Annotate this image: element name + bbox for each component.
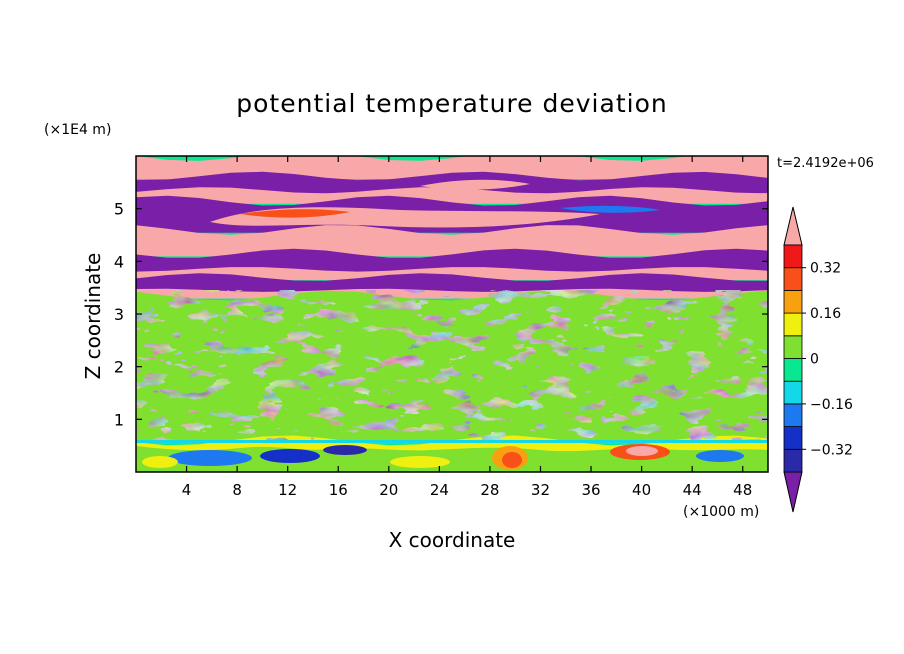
- y-tick-label: 1: [114, 410, 124, 429]
- x-tick-label: 44: [683, 481, 702, 499]
- colorbar-label: 0.16: [810, 306, 841, 322]
- layer-band: [136, 248, 768, 273]
- x-tick-label: 12: [278, 481, 297, 499]
- time-label: t=2.4192e+06: [777, 156, 874, 171]
- x-tick-label: 24: [430, 481, 449, 499]
- upper-layer-lenses: [210, 158, 768, 228]
- x-tick-label: 36: [581, 481, 600, 499]
- layer-band: [136, 225, 768, 257]
- chart-title: potential temperature deviation: [236, 89, 667, 118]
- colorbar: 0.32 0.16 0 −0.16 −0.32: [783, 206, 853, 513]
- colorbar-swatch: [783, 426, 803, 450]
- colorbar-swatch: [783, 358, 803, 382]
- colorbar-label: −0.32: [810, 442, 853, 458]
- x-tick-label: 8: [232, 481, 242, 499]
- x-tick-label: 48: [733, 481, 752, 499]
- y-tick-label: 5: [114, 200, 124, 219]
- colorbar-swatch: [783, 335, 803, 359]
- x-unit-label: (×1000 m): [683, 504, 759, 520]
- layer-band: [136, 187, 768, 204]
- layer-band: [136, 156, 768, 180]
- colorbar-swatch: [783, 403, 803, 427]
- x-tick-label: 20: [379, 481, 398, 499]
- mid-layer-blotches: [136, 290, 768, 440]
- colorbar-swatch: [783, 289, 803, 314]
- colorbar-swatch: [783, 312, 803, 337]
- colorbar-swatch: [783, 380, 803, 405]
- y-tick-label: 4: [114, 252, 124, 271]
- colorbar-label: −0.16: [810, 397, 853, 413]
- x-tick-label: 32: [531, 481, 550, 499]
- y-tick-label: 3: [114, 305, 124, 324]
- y-axis-label: Z coordinate: [81, 253, 105, 380]
- colorbar-upper-extend: [783, 206, 803, 246]
- boundary-layer-features: [136, 444, 768, 472]
- x-axis-ticks: 4 8 12 16 20 24 28 32 36 40 44 48: [182, 156, 752, 499]
- x-tick-label: 16: [329, 481, 348, 499]
- colorbar-label: 0: [810, 352, 819, 368]
- y-unit-label: (×1E4 m): [44, 122, 111, 138]
- x-tick-label: 28: [480, 481, 499, 499]
- x-tick-label: 40: [632, 481, 651, 499]
- colorbar-lower-extend: [783, 471, 803, 513]
- colorbar-label: 0.32: [810, 261, 841, 277]
- contour-field: [136, 156, 768, 472]
- colorbar-swatch: [783, 448, 803, 473]
- y-axis-ticks: 1 2 3 4 5: [114, 200, 768, 429]
- layer-band: [136, 273, 768, 294]
- colorbar-swatch: [783, 267, 803, 291]
- x-axis-label: X coordinate: [389, 528, 516, 552]
- x-tick-label: 4: [182, 481, 192, 499]
- y-tick-label: 2: [114, 358, 124, 377]
- colorbar-swatch: [783, 244, 803, 269]
